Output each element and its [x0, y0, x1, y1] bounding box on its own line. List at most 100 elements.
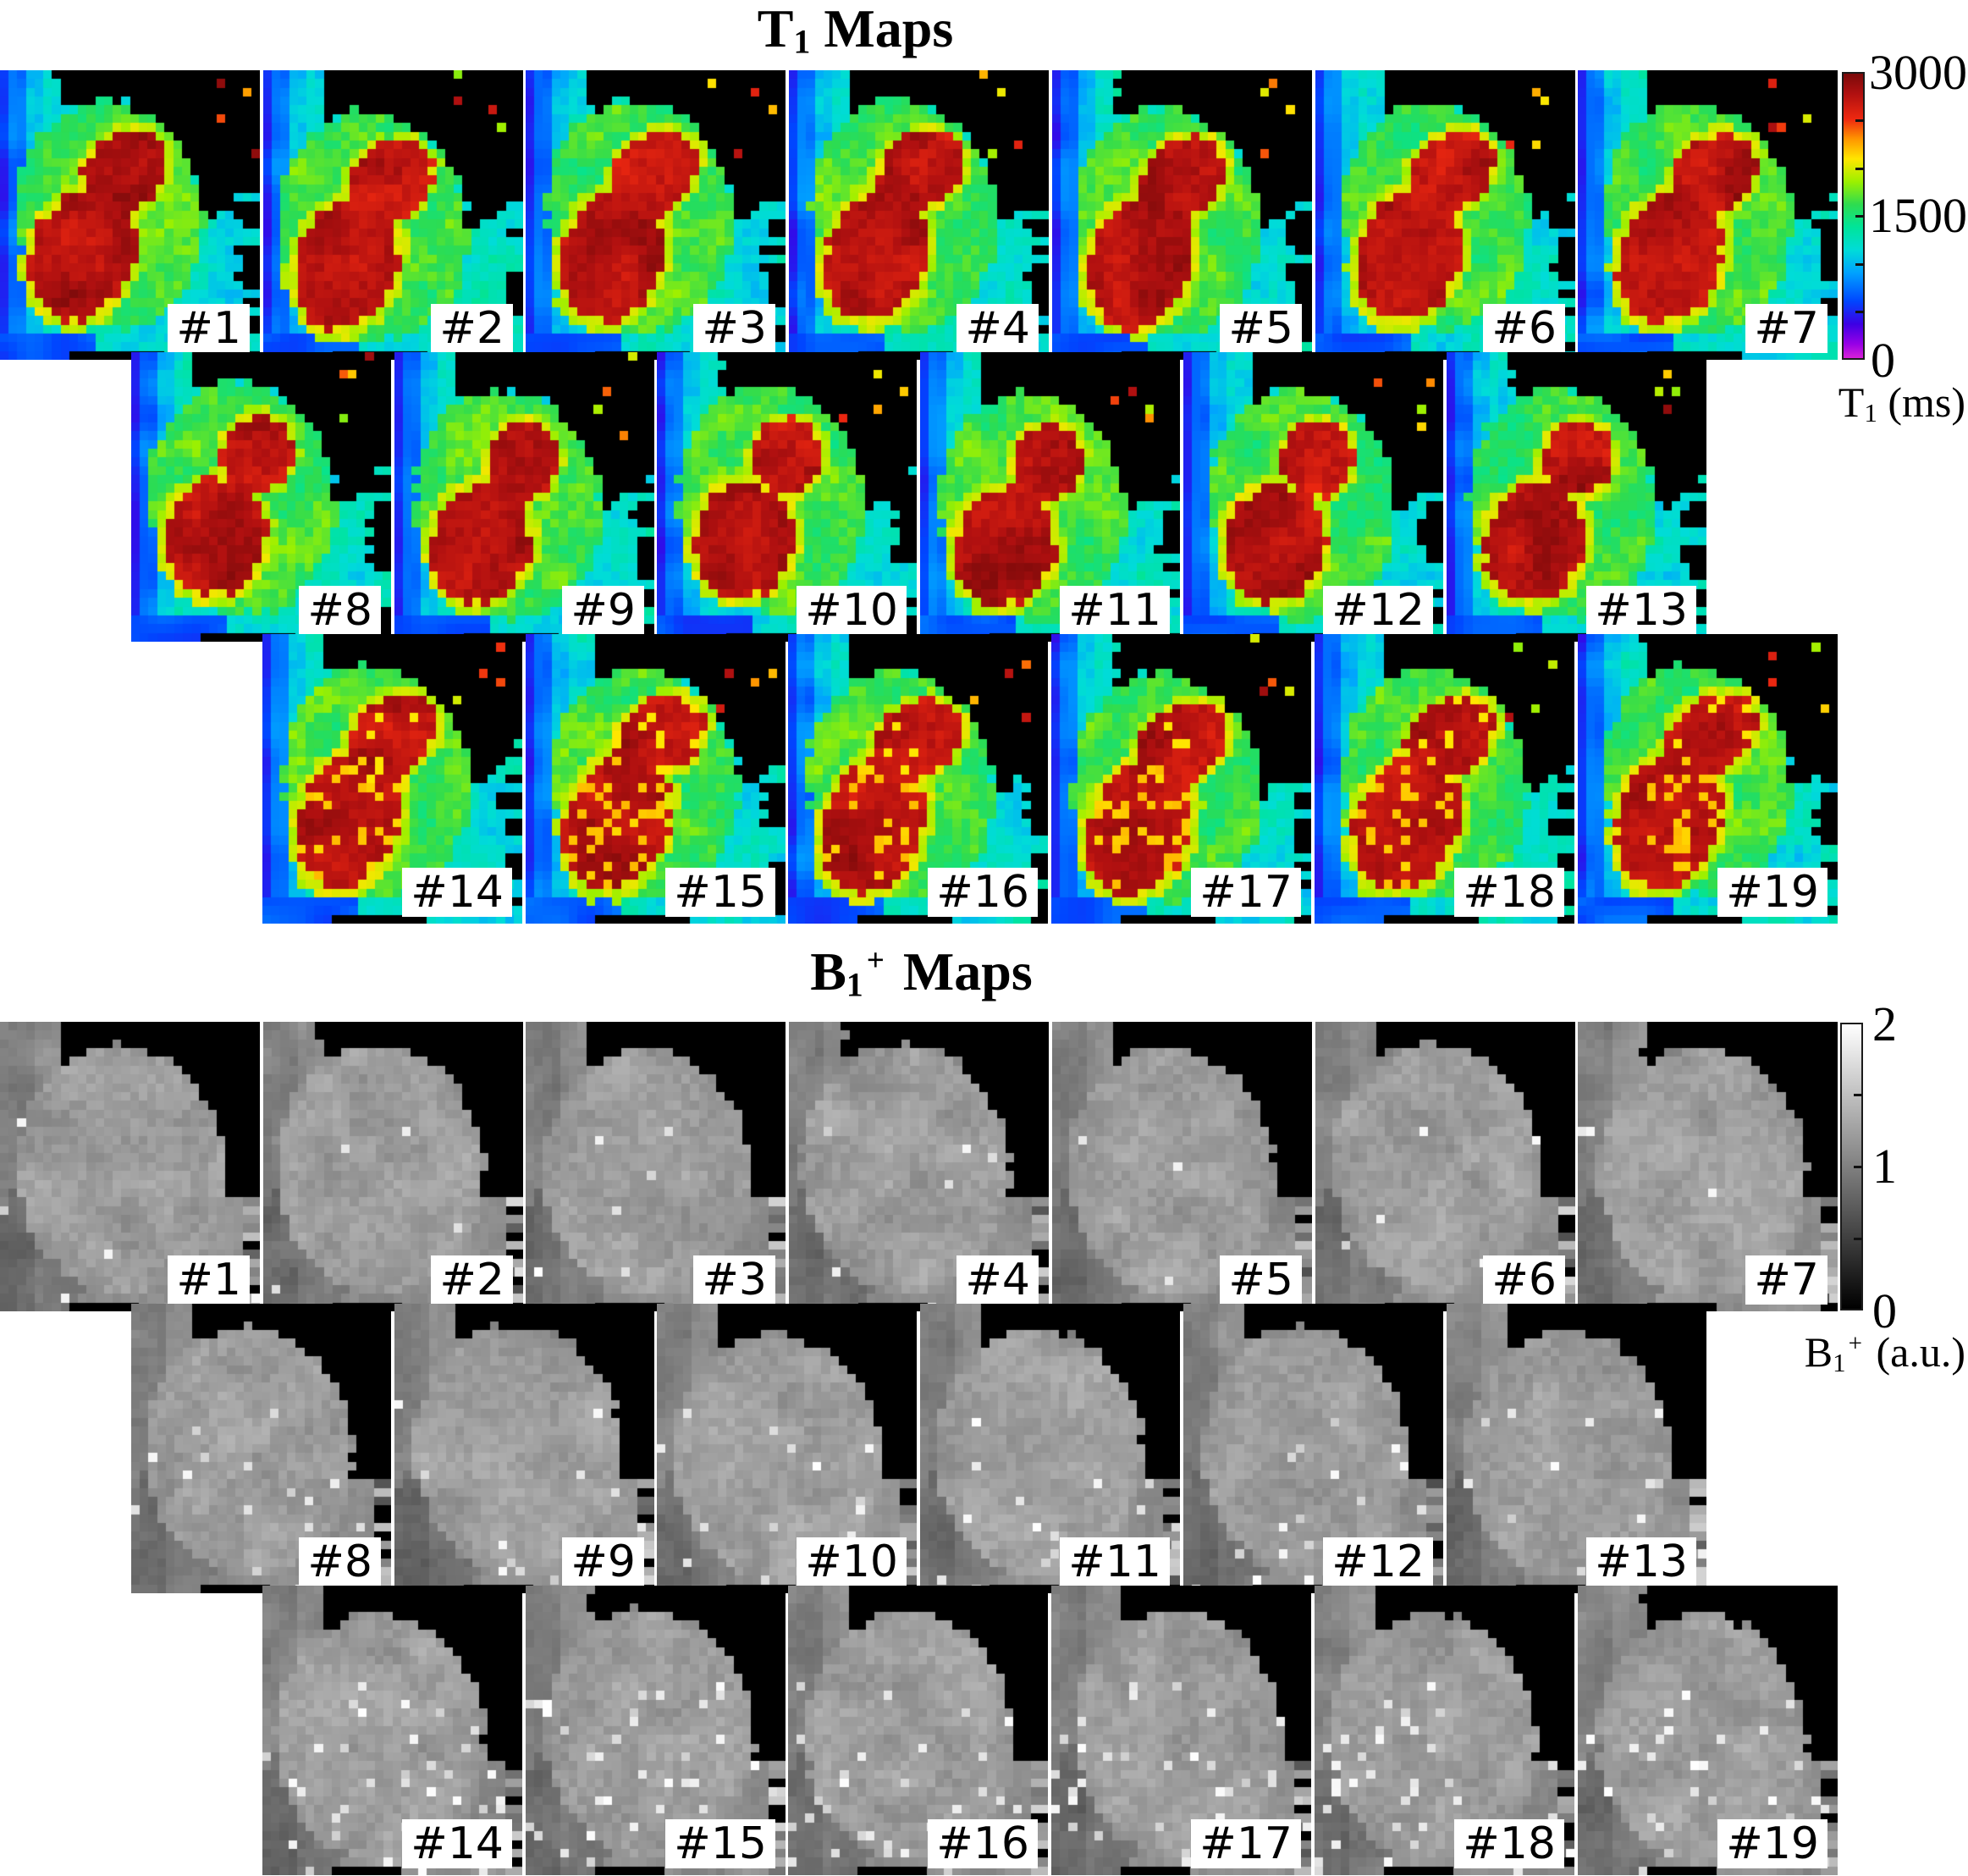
t1-unit-rest: (ms)	[1877, 378, 1965, 426]
tile-label: #10	[797, 1537, 907, 1586]
b1-unit-base: B	[1804, 1328, 1833, 1376]
b1-title-text: B1+ Maps	[810, 941, 1033, 1004]
tile-label: #13	[1586, 586, 1696, 635]
tile-label: #4	[956, 304, 1039, 353]
t1-title-rest: Maps	[810, 0, 954, 58]
t1-map-tile: #15	[526, 634, 786, 924]
b1-title-base: B	[810, 941, 846, 1001]
b1-title-subscript: 1	[846, 966, 863, 1004]
tile-label: #11	[1060, 586, 1170, 635]
tile-label: #13	[1586, 1537, 1696, 1586]
b1-map-tile: #3	[526, 1022, 786, 1311]
t1-map-tile: #16	[788, 634, 1048, 924]
t1-colorbar-tick-mark	[1855, 168, 1864, 170]
b1-title-rest: Maps	[889, 941, 1033, 1001]
t1-colorbar-tick-1500: 1500	[1869, 188, 1967, 243]
tile-label: #7	[1745, 304, 1827, 353]
b1-map-tile: #1	[0, 1022, 260, 1311]
t1-map-tile: #12	[1183, 352, 1443, 642]
tile-label: #14	[402, 1819, 512, 1868]
tile-label: #11	[1060, 1537, 1170, 1586]
t1-map-tile: #13	[1447, 352, 1706, 642]
tile-label: #17	[1191, 1819, 1301, 1868]
b1-unit-subscript: 1	[1833, 1348, 1846, 1378]
tile-label: #2	[431, 304, 513, 353]
tile-label: #3	[693, 304, 775, 353]
t1-map-tile: #7	[1578, 70, 1838, 360]
tile-label: #14	[402, 868, 512, 917]
b1-map-tile: #13	[1447, 1304, 1706, 1593]
t1-colorbar-tick-mark	[1855, 263, 1864, 266]
t1-unit-base: T	[1838, 378, 1865, 426]
b1-colorbar-unit: B1+ (a.u.)	[1805, 1329, 1965, 1377]
tile-label: #5	[1220, 1255, 1302, 1305]
b1-map-tile: #9	[394, 1304, 654, 1593]
b1-map-tile: #10	[657, 1304, 917, 1593]
tile-label: #9	[562, 1537, 644, 1586]
b1-colorbar-tick-1: 1	[1872, 1139, 1897, 1194]
t1-title-subscript: 1	[793, 23, 811, 61]
t1-colorbar-tick-3000: 3000	[1869, 45, 1967, 100]
t1-unit-subscript: 1	[1864, 398, 1877, 428]
t1-map-tile: #1	[0, 70, 260, 360]
tile-label: #17	[1191, 868, 1301, 917]
t1-colorbar-tick-0: 0	[1871, 333, 1895, 388]
t1-section-title: T1 Maps	[0, 0, 1777, 60]
tile-label: #7	[1745, 1255, 1827, 1305]
b1-section-title: B1+ Maps	[0, 943, 1843, 1003]
tile-label: #2	[431, 1255, 513, 1305]
tile-label: #4	[956, 1255, 1039, 1305]
tile-label: #5	[1220, 304, 1302, 353]
t1-colorbar-tick-mark	[1855, 311, 1864, 313]
tile-label: #8	[299, 586, 381, 635]
tile-label: #1	[168, 1255, 250, 1305]
b1-colorbar-gradient	[1840, 1023, 1863, 1310]
t1-map-tile: #5	[1052, 70, 1312, 360]
tile-label: #19	[1717, 1819, 1827, 1868]
t1-map-tile: #17	[1051, 634, 1311, 924]
t1-map-tile: #11	[920, 352, 1180, 642]
tile-label: #15	[665, 868, 775, 917]
tile-label: #3	[693, 1255, 775, 1305]
b1-map-tile: #12	[1183, 1304, 1443, 1593]
b1-colorbar-tick-mark	[1854, 1166, 1862, 1168]
b1-unit-rest: (a.u.)	[1866, 1328, 1966, 1376]
b1-map-tile: #8	[131, 1304, 391, 1593]
b1-map-tile: #2	[263, 1022, 523, 1311]
tile-label: #18	[1454, 1819, 1564, 1868]
b1-title-superscript: +	[866, 942, 885, 978]
t1-title-text: T1 Maps	[757, 0, 954, 61]
t1-colorbar-tick-mark	[1855, 215, 1864, 218]
t1-map-tile: #9	[394, 352, 654, 642]
tile-label: #6	[1483, 1255, 1565, 1305]
b1-map-tile: #16	[788, 1586, 1048, 1875]
tile-label: #16	[928, 868, 1038, 917]
tile-label: #6	[1483, 304, 1565, 353]
b1-map-tile: #19	[1578, 1586, 1838, 1875]
b1-unit-superscript: +	[1848, 1330, 1862, 1358]
t1-colorbar-unit: T1 (ms)	[1838, 379, 1965, 428]
t1-title-base: T	[757, 0, 794, 58]
b1-map-tile: #14	[262, 1586, 522, 1875]
t1-map-tile: #19	[1578, 634, 1838, 924]
t1-map-tile: #14	[262, 634, 522, 924]
b1-colorbar-tick-mark	[1854, 1238, 1862, 1240]
tile-label: #16	[928, 1819, 1038, 1868]
t1-map-tile: #4	[789, 70, 1049, 360]
b1-map-tile: #5	[1052, 1022, 1312, 1311]
b1-map-tile: #15	[526, 1586, 786, 1875]
b1-colorbar-tick-2: 2	[1872, 996, 1897, 1051]
tile-label: #12	[1323, 586, 1433, 635]
b1-map-tile: #7	[1578, 1022, 1838, 1311]
tile-label: #9	[562, 586, 644, 635]
t1-map-tile: #6	[1315, 70, 1575, 360]
tile-label: #18	[1454, 868, 1564, 917]
t1-map-tile: #18	[1315, 634, 1574, 924]
b1-map-tile: #4	[789, 1022, 1049, 1311]
tile-label: #19	[1717, 868, 1827, 917]
t1-colorbar-tick-mark	[1855, 119, 1864, 122]
tile-label: #15	[665, 1819, 775, 1868]
b1-colorbar-tick-mark	[1854, 1094, 1862, 1096]
tile-label: #8	[299, 1537, 381, 1586]
